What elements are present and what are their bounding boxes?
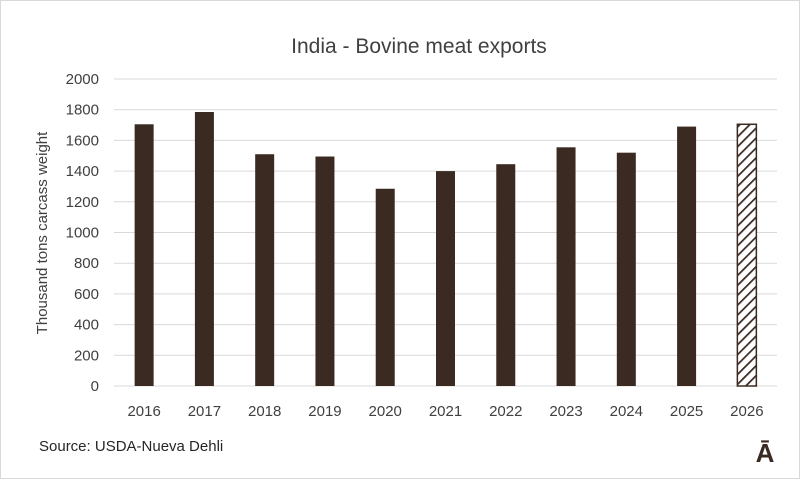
bar-2020	[375, 188, 395, 386]
x-tick-label: 2018	[248, 403, 281, 420]
y-tick-label: 0	[91, 378, 99, 395]
y-tick-label: 800	[74, 255, 99, 272]
bar-forecast-2026	[736, 123, 758, 387]
x-tick-label: 2016	[127, 403, 160, 420]
bar-2021	[436, 171, 455, 386]
y-axis-ticks: 0 200 400 600 800 1000 1200 1400 1600 1800 2000	[66, 71, 99, 395]
brand-logo: Ā	[756, 438, 775, 468]
y-tick-label: 1200	[66, 194, 99, 211]
y-tick-label: 600	[74, 286, 99, 303]
bars	[134, 112, 758, 387]
bar-2025	[677, 126, 697, 387]
bar-2023	[556, 147, 576, 386]
y-tick-label: 1000	[66, 225, 99, 242]
y-tick-label: 2000	[66, 71, 99, 88]
x-tick-label: 2020	[369, 403, 402, 420]
x-tick-label: 2023	[549, 403, 582, 420]
bar-2022	[496, 164, 516, 386]
y-axis-label: Thousand tons carcass weight	[34, 131, 51, 334]
y-tick-label: 1800	[66, 102, 99, 119]
x-tick-label: 2026	[730, 403, 763, 420]
y-tick-label: 1600	[66, 132, 99, 149]
bar-2018	[255, 154, 275, 386]
y-tick-label: 200	[74, 347, 99, 364]
x-tick-label: 2022	[489, 403, 522, 420]
x-tick-label: 2025	[670, 403, 703, 420]
x-tick-label: 2021	[429, 403, 462, 420]
bar-2016	[134, 124, 154, 386]
y-tick-label: 400	[74, 317, 99, 334]
x-tick-label: 2017	[188, 403, 221, 420]
x-tick-label: 2024	[610, 403, 643, 420]
source-note: Source: USDA-Nueva Dehli	[39, 438, 223, 455]
chart-title: India - Bovine meat exports	[291, 35, 547, 58]
x-tick-label: 2019	[308, 403, 341, 420]
bar-2019	[315, 156, 335, 386]
bar-2024	[616, 152, 636, 386]
y-tick-label: 1400	[66, 163, 99, 180]
x-axis-ticks: 2016 2017 2018 2019 2020 2021 2022 2023 2024 2025…	[127, 403, 763, 420]
bar-2017	[194, 112, 214, 386]
